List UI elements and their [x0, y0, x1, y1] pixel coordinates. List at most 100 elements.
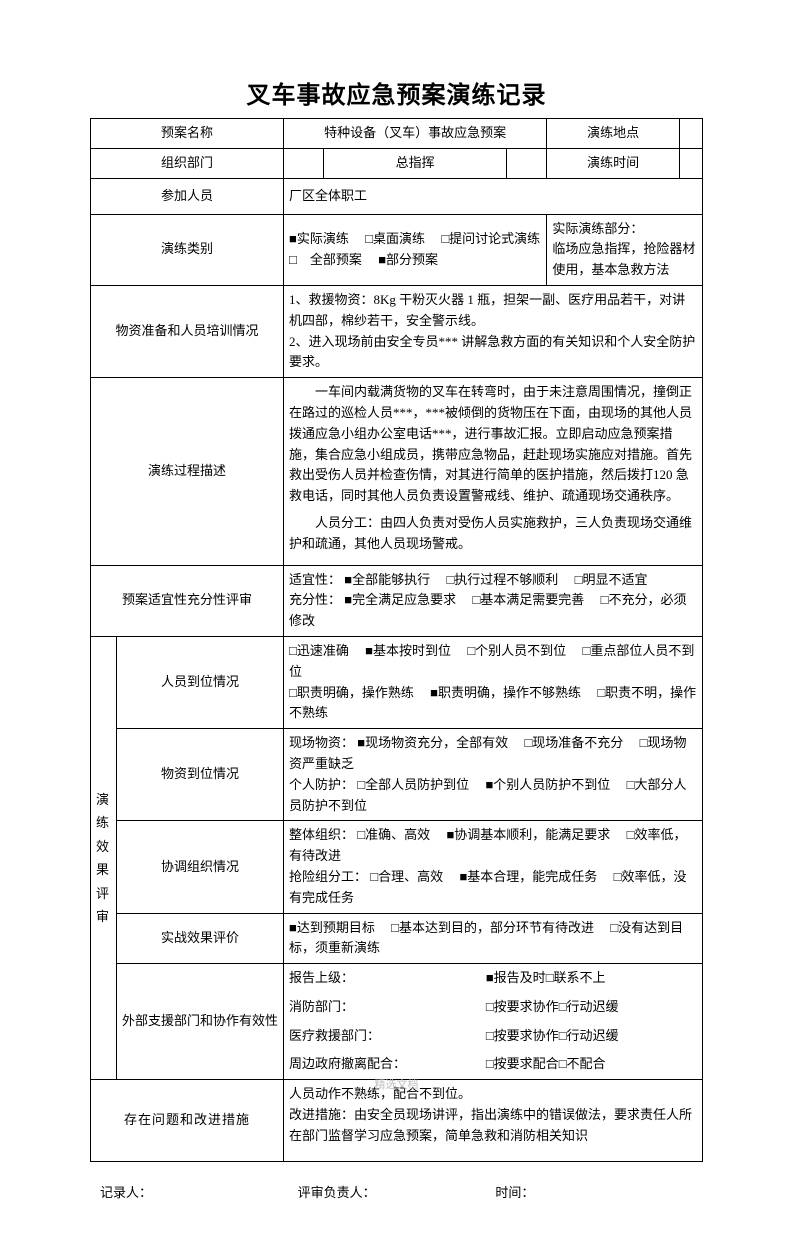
plan-name: 特种设备（叉车）事故应急预案	[284, 119, 547, 149]
prep-line2: 2、进入现场前由安全专员*** 讲解急救方面的有关知识和个人安全防护要求。	[289, 332, 697, 374]
eval-r5-r2b: 行动迟缓	[567, 999, 619, 1014]
type-label: 演练类别	[91, 214, 284, 285]
eval-r4-a2: 基本达到目的，部分环节有待改进	[399, 920, 594, 935]
eval-r1-a3: 个别人员不到位	[475, 643, 566, 658]
plan-name-label: 预案名称	[91, 119, 284, 149]
signature-row: 记录人： 评审负责人： 时间：	[90, 1182, 703, 1201]
eval-r3-label: 协调组织情况	[117, 821, 284, 913]
checkbox-filled-icon	[430, 683, 438, 704]
eval-r5-r4a: 按要求配合	[494, 1056, 559, 1071]
eval-r2-b1: 全部人员防护到位	[365, 777, 469, 792]
type-right-title: 实际演练部分：	[552, 221, 643, 236]
process-p2: 人员分工：由四人负责对受伤人员实施救护，三人负责现场交通维护和疏通，其他人员现场…	[289, 513, 697, 555]
participants-label: 参加人员	[91, 178, 284, 214]
prep-line1: 1、救援物资：8Kg 干粉灭火器 1 瓶，担架一副、医疗用品若干，对讲机四部，棉…	[289, 290, 697, 332]
suit-content: 适宜性： 全部能够执行 执行过程不够顺利 明显不适宜 充分性： 完全满足应急要求…	[284, 565, 703, 636]
suit-s2: 执行过程不够顺利	[454, 572, 558, 587]
eval-r1-content: 迅速准确 基本按时到位 个别人员不到位 重点部位人员不到位 职责明确，操作熟练 …	[284, 636, 703, 728]
eval-r2-b2: 个别人员防护不到位	[493, 777, 610, 792]
suit-label: 预案适宜性充分性评审	[91, 565, 284, 636]
eval-r3-b2: 基本合理，能完成任务	[467, 869, 597, 884]
eval-r3-a1: 准确、高效	[365, 827, 430, 842]
checkbox-empty-icon	[486, 1028, 494, 1043]
eval-r4-a1: 达到预期目标	[297, 920, 375, 935]
eval-r5-l4: 周边政府撤离配合：	[284, 1050, 481, 1079]
sig-recorder: 记录人：	[100, 1182, 298, 1201]
time-value	[679, 148, 702, 178]
page-footer: 精选文档	[0, 1076, 793, 1092]
eval-r5-l1: 报告上级：	[284, 964, 481, 993]
checkbox-empty-icon	[370, 869, 378, 884]
type-opt5: 部分预案	[386, 252, 438, 267]
checkbox-empty-icon	[546, 970, 554, 985]
commander-value	[507, 148, 547, 178]
eval-r5-r1a: 报告及时	[494, 970, 546, 985]
location-label: 演练地点	[547, 119, 680, 149]
eval-r1-b1: 职责明确，操作熟练	[297, 685, 414, 700]
eval-r5-r1b: 联系不上	[554, 970, 606, 985]
process-content: 一车间内载满货物的叉车在转弯时，由于未注意周围情况，撞倒正在路过的巡检人员***…	[284, 378, 703, 565]
commander-label: 总指挥	[324, 148, 507, 178]
eval-r1-b2: 职责明确，操作不够熟练	[438, 685, 581, 700]
dept-value	[284, 148, 324, 178]
prep-label: 物资准备和人员培训情况	[91, 285, 284, 377]
checkbox-empty-icon	[486, 999, 494, 1014]
eval-r5-r4b: 不配合	[567, 1056, 606, 1071]
participants-value: 厂区全体职工	[284, 178, 703, 214]
checkbox-empty-icon	[289, 685, 297, 700]
type-options: 实际演练 桌面演练 提问讨论式演练 全部预案 部分预案	[284, 214, 547, 285]
record-table: 预案名称 特种设备（叉车）事故应急预案 演练地点 组织部门 总指挥 演练时间 参…	[90, 118, 703, 1162]
type-right: 实际演练部分： 临场应急指挥，抢险器材使用，基本急救方法	[547, 214, 703, 285]
checkbox-filled-icon	[486, 968, 494, 989]
checkbox-filled-icon	[289, 918, 297, 939]
page-title: 叉车事故应急预案演练记录	[90, 75, 703, 110]
checkbox-empty-icon	[441, 231, 449, 246]
eval-r5-r3b: 行动迟缓	[567, 1028, 619, 1043]
eval-r3-content: 整体组织： 准确、高效 协调基本顺利，能满足要求 效率低，有待改进 抢险组分工：…	[284, 821, 703, 913]
eval-r5-r3a: 按要求协作	[494, 1028, 559, 1043]
eval-r5-label: 外部支援部门和协作有效性	[117, 964, 284, 1080]
eval-r2-blabel: 个人防护：	[289, 777, 354, 792]
type-opt3: 提问讨论式演练	[449, 231, 540, 246]
checkbox-filled-icon	[357, 733, 365, 754]
checkbox-empty-icon	[357, 777, 365, 792]
checkbox-empty-icon	[559, 999, 567, 1014]
eval-r5-l2: 消防部门：	[284, 993, 481, 1022]
checkbox-empty-icon	[365, 231, 373, 246]
suit-c2: 基本满足需要完善	[480, 592, 584, 607]
eval-r1-a2: 基本按时到位	[373, 643, 451, 658]
eval-r1-label: 人员到位情况	[117, 636, 284, 728]
checkbox-empty-icon	[357, 827, 365, 842]
checkbox-filled-icon	[344, 570, 352, 591]
checkbox-empty-icon	[559, 1056, 567, 1071]
sig-time: 时间：	[495, 1182, 693, 1201]
suit-s3: 明显不适宜	[582, 572, 647, 587]
checkbox-filled-icon	[378, 250, 386, 271]
dept-label: 组织部门	[91, 148, 284, 178]
suit-s-label: 适宜性：	[289, 572, 341, 587]
checkbox-empty-icon	[289, 252, 297, 267]
type-opt4: 全部预案	[310, 252, 362, 267]
eval-r2-a2: 现场准备不充分	[532, 735, 623, 750]
eval-r3-blabel: 抢险组分工：	[289, 869, 367, 884]
checkbox-filled-icon	[289, 229, 297, 250]
checkbox-filled-icon	[365, 641, 373, 662]
eval-r5-content: 报告上级： 报告及时联系不上 消防部门： 按要求协作行动迟缓 医疗救援部门：	[284, 964, 703, 1080]
eval-r2-alabel: 现场物资：	[289, 735, 354, 750]
problems-l2: 改进措施：由安全员现场讲评，指出演练中的错误做法，要求责任人所在部门监督学习应急…	[289, 1105, 697, 1147]
checkbox-empty-icon	[559, 1028, 567, 1043]
sig-reviewer: 评审负责人：	[298, 1182, 496, 1201]
eval-r3-alabel: 整体组织：	[289, 827, 354, 842]
eval-r2-label: 物资到位情况	[117, 729, 284, 821]
eval-r2-a1: 现场物资充分，全部有效	[365, 735, 508, 750]
eval-r3-b1: 合理、高效	[378, 869, 443, 884]
checkbox-empty-icon	[467, 643, 475, 658]
eval-vlabel: 演练效果评审	[91, 636, 117, 1079]
time-label: 演练时间	[547, 148, 680, 178]
process-label: 演练过程描述	[91, 378, 284, 565]
checkbox-empty-icon	[610, 920, 618, 935]
suit-c-label: 充分性：	[289, 592, 341, 607]
checkbox-filled-icon	[344, 590, 352, 611]
location-value	[679, 119, 702, 149]
eval-r4-content: 达到预期目标 基本达到目的，部分环节有待改进 没有达到目标，须重新演练	[284, 913, 703, 964]
